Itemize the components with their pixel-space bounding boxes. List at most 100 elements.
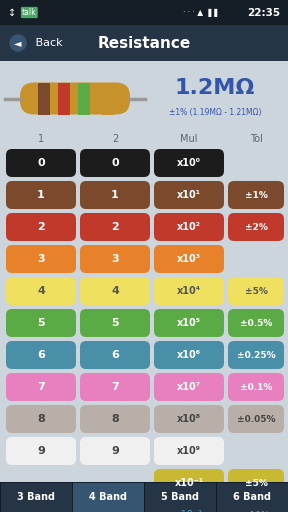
FancyBboxPatch shape	[154, 437, 224, 465]
Text: x10⁻²: x10⁻²	[175, 510, 202, 512]
Text: 9: 9	[37, 446, 45, 456]
FancyBboxPatch shape	[80, 149, 150, 177]
Text: ±1%: ±1%	[245, 190, 268, 200]
Text: talk: talk	[22, 8, 37, 17]
Text: 5 Band: 5 Band	[161, 492, 199, 502]
FancyBboxPatch shape	[80, 181, 150, 209]
Text: 8: 8	[111, 414, 119, 424]
Text: 1: 1	[37, 190, 45, 200]
FancyBboxPatch shape	[154, 469, 224, 497]
FancyBboxPatch shape	[144, 482, 216, 512]
Text: 8: 8	[37, 414, 45, 424]
Text: x10³: x10³	[177, 254, 201, 264]
Text: 4 Band: 4 Band	[89, 492, 127, 502]
FancyBboxPatch shape	[58, 82, 70, 115]
Text: Tol: Tol	[250, 134, 262, 144]
Text: x10¹: x10¹	[177, 190, 201, 200]
Text: 0: 0	[111, 158, 119, 168]
Text: ±5%: ±5%	[245, 479, 268, 487]
Text: ±0.1%: ±0.1%	[240, 382, 272, 392]
Text: · · · ▲ ▐▐: · · · ▲ ▐▐	[183, 8, 217, 17]
Text: ±0.5%: ±0.5%	[240, 318, 272, 328]
FancyBboxPatch shape	[154, 405, 224, 433]
Text: 6: 6	[111, 350, 119, 360]
Text: 7: 7	[111, 382, 119, 392]
Text: ↕: ↕	[8, 8, 16, 17]
Text: 4: 4	[111, 286, 119, 296]
Text: Mul: Mul	[180, 134, 198, 144]
FancyBboxPatch shape	[6, 309, 76, 337]
Text: 2: 2	[112, 134, 118, 144]
FancyBboxPatch shape	[228, 373, 284, 401]
Text: 1: 1	[38, 134, 44, 144]
FancyBboxPatch shape	[80, 341, 150, 369]
FancyBboxPatch shape	[80, 245, 150, 273]
Text: 2: 2	[37, 222, 45, 232]
FancyBboxPatch shape	[228, 277, 284, 305]
Text: x10⁷: x10⁷	[177, 382, 201, 392]
FancyBboxPatch shape	[6, 373, 76, 401]
FancyBboxPatch shape	[6, 405, 76, 433]
Text: 3: 3	[37, 254, 45, 264]
Text: 6: 6	[37, 350, 45, 360]
FancyBboxPatch shape	[228, 181, 284, 209]
Text: x10⁵: x10⁵	[177, 318, 201, 328]
FancyBboxPatch shape	[6, 245, 76, 273]
Circle shape	[10, 35, 26, 51]
FancyBboxPatch shape	[6, 437, 76, 465]
Text: x10⁻¹: x10⁻¹	[175, 478, 204, 488]
Text: x10⁰: x10⁰	[177, 158, 201, 168]
Text: ◄: ◄	[14, 38, 22, 48]
Text: x10⁴: x10⁴	[177, 286, 201, 296]
FancyBboxPatch shape	[6, 277, 76, 305]
Text: 7: 7	[37, 382, 45, 392]
FancyBboxPatch shape	[154, 309, 224, 337]
FancyBboxPatch shape	[20, 82, 130, 115]
Text: 3: 3	[111, 254, 119, 264]
FancyBboxPatch shape	[154, 341, 224, 369]
FancyBboxPatch shape	[216, 482, 288, 512]
FancyBboxPatch shape	[228, 213, 284, 241]
Text: 2: 2	[111, 222, 119, 232]
FancyBboxPatch shape	[154, 149, 224, 177]
FancyBboxPatch shape	[6, 341, 76, 369]
FancyBboxPatch shape	[80, 373, 150, 401]
FancyBboxPatch shape	[80, 437, 150, 465]
Text: ±1% (1.19MΩ - 1.21MΩ): ±1% (1.19MΩ - 1.21MΩ)	[169, 108, 261, 117]
Text: 9: 9	[111, 446, 119, 456]
Text: ±0.25%: ±0.25%	[237, 351, 275, 359]
Text: Back: Back	[32, 38, 62, 48]
FancyBboxPatch shape	[228, 469, 284, 497]
FancyBboxPatch shape	[102, 82, 114, 115]
FancyBboxPatch shape	[80, 277, 150, 305]
Text: 1.2MΩ: 1.2MΩ	[175, 78, 255, 98]
Text: 4: 4	[37, 286, 45, 296]
FancyBboxPatch shape	[0, 482, 288, 512]
FancyBboxPatch shape	[0, 25, 288, 61]
FancyBboxPatch shape	[154, 277, 224, 305]
FancyBboxPatch shape	[228, 405, 284, 433]
FancyBboxPatch shape	[6, 181, 76, 209]
FancyBboxPatch shape	[154, 373, 224, 401]
FancyBboxPatch shape	[154, 181, 224, 209]
FancyBboxPatch shape	[6, 213, 76, 241]
FancyBboxPatch shape	[0, 0, 288, 25]
Text: 1: 1	[111, 190, 119, 200]
Text: x10²: x10²	[177, 222, 201, 232]
FancyBboxPatch shape	[78, 82, 90, 115]
FancyBboxPatch shape	[154, 213, 224, 241]
FancyBboxPatch shape	[80, 405, 150, 433]
FancyBboxPatch shape	[154, 245, 224, 273]
Text: x10⁹: x10⁹	[177, 446, 201, 456]
Text: 0: 0	[37, 158, 45, 168]
Text: ±5%: ±5%	[245, 287, 268, 295]
Text: ±2%: ±2%	[245, 223, 268, 231]
FancyBboxPatch shape	[6, 149, 76, 177]
FancyBboxPatch shape	[72, 482, 144, 512]
Text: 3 Band: 3 Band	[17, 492, 55, 502]
Text: ±10%: ±10%	[242, 510, 270, 512]
Text: 5: 5	[111, 318, 119, 328]
FancyBboxPatch shape	[80, 309, 150, 337]
Text: 22:35: 22:35	[247, 8, 280, 17]
Text: 5: 5	[37, 318, 45, 328]
